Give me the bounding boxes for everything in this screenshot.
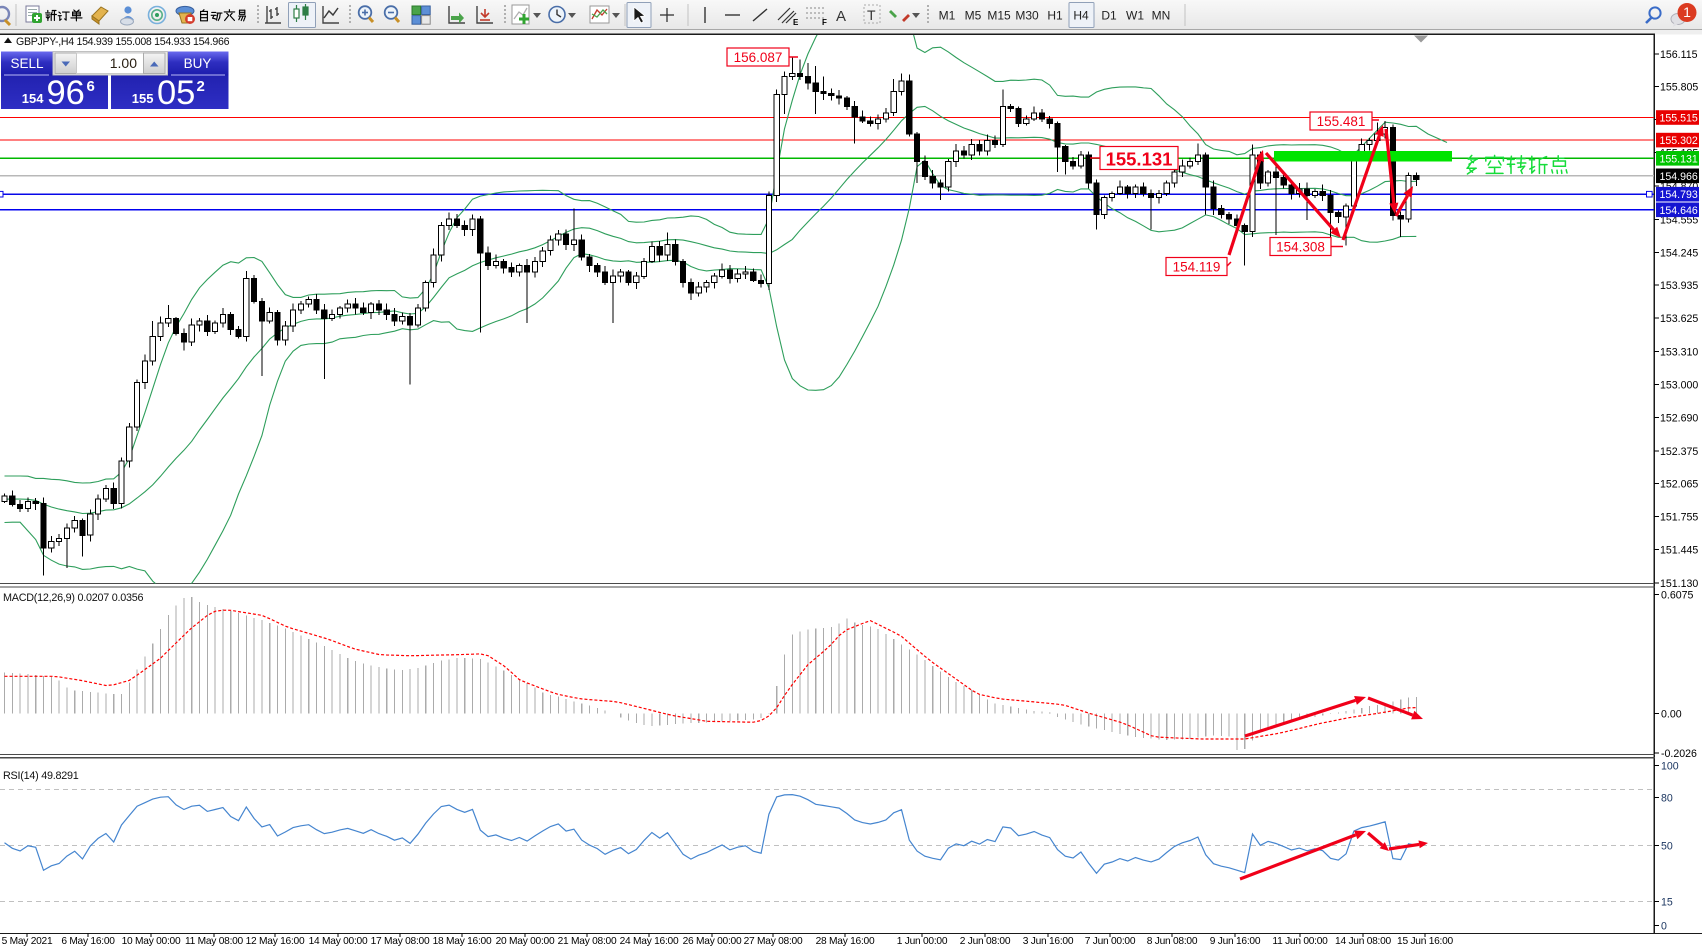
svg-text:20 May 00:00: 20 May 00:00 [496,936,555,946]
svg-text:0.6075: 0.6075 [1661,590,1694,602]
svg-text:11 May 08:00: 11 May 08:00 [185,936,244,946]
svg-text:E: E [793,18,799,27]
svg-text:7 Jun 00:00: 7 Jun 00:00 [1085,936,1136,946]
svg-text:154.245: 154.245 [1660,247,1698,259]
svg-text:153.310: 153.310 [1660,347,1698,359]
svg-text:1.00: 1.00 [110,55,137,71]
svg-text:155: 155 [132,91,154,106]
svg-text:0: 0 [1661,921,1667,933]
svg-text:151.755: 151.755 [1660,512,1698,524]
svg-text:154.119: 154.119 [1173,260,1221,275]
svg-text:17 May 08:00: 17 May 08:00 [371,936,430,946]
svg-text:96: 96 [47,74,85,112]
svg-text:GBPJPY-,H4 154.939 155.008 15: GBPJPY-,H4 154.939 155.008 154.933 154.9… [16,36,230,48]
svg-text:24 May 16:00: 24 May 16:00 [620,936,679,946]
svg-text:6 May 16:00: 6 May 16:00 [61,936,115,946]
svg-text:155.805: 155.805 [1660,82,1698,94]
svg-text:154.966: 154.966 [1660,171,1698,183]
svg-text:1: 1 [1683,4,1691,20]
svg-text:A: A [836,8,846,25]
svg-text:21 May 08:00: 21 May 08:00 [558,936,617,946]
svg-text:154.555: 154.555 [1660,214,1698,226]
svg-text:12 May 16:00: 12 May 16:00 [246,936,305,946]
svg-text:2: 2 [197,78,205,95]
svg-text:154.646: 154.646 [1660,205,1698,217]
svg-text:8 Jun 08:00: 8 Jun 08:00 [1147,936,1198,946]
svg-text:18 May 16:00: 18 May 16:00 [433,936,492,946]
svg-text:100: 100 [1661,761,1679,773]
svg-text:153.935: 153.935 [1660,280,1698,292]
svg-text:9 Jun 16:00: 9 Jun 16:00 [1210,936,1261,946]
svg-text:26 May 00:00: 26 May 00:00 [683,936,742,946]
svg-text:152.065: 152.065 [1660,479,1698,491]
svg-text:155.515: 155.515 [1660,113,1698,125]
svg-text:F: F [822,18,827,27]
svg-text:MN: MN [1152,9,1171,23]
svg-text:05: 05 [157,74,195,112]
svg-text:154.308: 154.308 [1276,240,1325,255]
svg-text:152.690: 152.690 [1660,412,1698,424]
svg-text:151.445: 151.445 [1660,545,1698,557]
svg-text:156.087: 156.087 [734,50,783,65]
svg-text:H4: H4 [1073,9,1089,23]
svg-text:D1: D1 [1101,9,1117,23]
svg-text:H1: H1 [1047,9,1063,23]
svg-text:RSI(14) 49.8291: RSI(14) 49.8291 [3,770,79,782]
svg-text:154.793: 154.793 [1660,189,1698,201]
svg-text:15: 15 [1661,897,1673,909]
svg-text:11 Jun 00:00: 11 Jun 00:00 [1272,936,1328,946]
svg-text:3 Jun 16:00: 3 Jun 16:00 [1023,936,1074,946]
svg-text:15 Jun 16:00: 15 Jun 16:00 [1397,936,1453,946]
svg-text:1 Jun 00:00: 1 Jun 00:00 [897,936,948,946]
svg-text:T: T [867,7,876,23]
svg-text:M15: M15 [987,9,1011,23]
svg-text:M5: M5 [965,9,982,23]
svg-text:153.000: 153.000 [1660,380,1698,392]
svg-text:2 Jun 08:00: 2 Jun 08:00 [960,936,1011,946]
svg-text:80: 80 [1661,793,1673,805]
svg-text:155.131: 155.131 [1106,149,1173,170]
svg-text:6: 6 [87,78,95,95]
svg-text:M1: M1 [939,9,956,23]
svg-text:28 May 16:00: 28 May 16:00 [816,936,875,946]
svg-text:155.302: 155.302 [1660,135,1698,147]
svg-text:14 Jun 08:00: 14 Jun 08:00 [1335,936,1391,946]
svg-text:M30: M30 [1015,9,1039,23]
svg-text:151.130: 151.130 [1660,578,1698,590]
svg-text:5 May 2021: 5 May 2021 [2,936,53,946]
svg-text:27 May 08:00: 27 May 08:00 [744,936,803,946]
svg-text:153.625: 153.625 [1660,313,1698,325]
svg-text:0.00: 0.00 [1661,709,1682,721]
svg-text:MACD(12,26,9) 0.0207 0.0356: MACD(12,26,9) 0.0207 0.0356 [3,592,144,604]
svg-text:-0.2026: -0.2026 [1661,748,1697,760]
svg-text:155.481: 155.481 [1317,114,1366,129]
svg-text:156.115: 156.115 [1660,49,1698,61]
svg-text:152.375: 152.375 [1660,446,1698,458]
svg-text:14 May 00:00: 14 May 00:00 [309,936,368,946]
svg-text:BUY: BUY [184,56,212,71]
svg-text:SELL: SELL [10,56,44,71]
svg-text:155.131: 155.131 [1660,153,1698,165]
svg-text:W1: W1 [1126,9,1144,23]
svg-text:10 May 00:00: 10 May 00:00 [122,936,181,946]
svg-text:50: 50 [1661,841,1673,853]
svg-text:154: 154 [22,91,44,106]
